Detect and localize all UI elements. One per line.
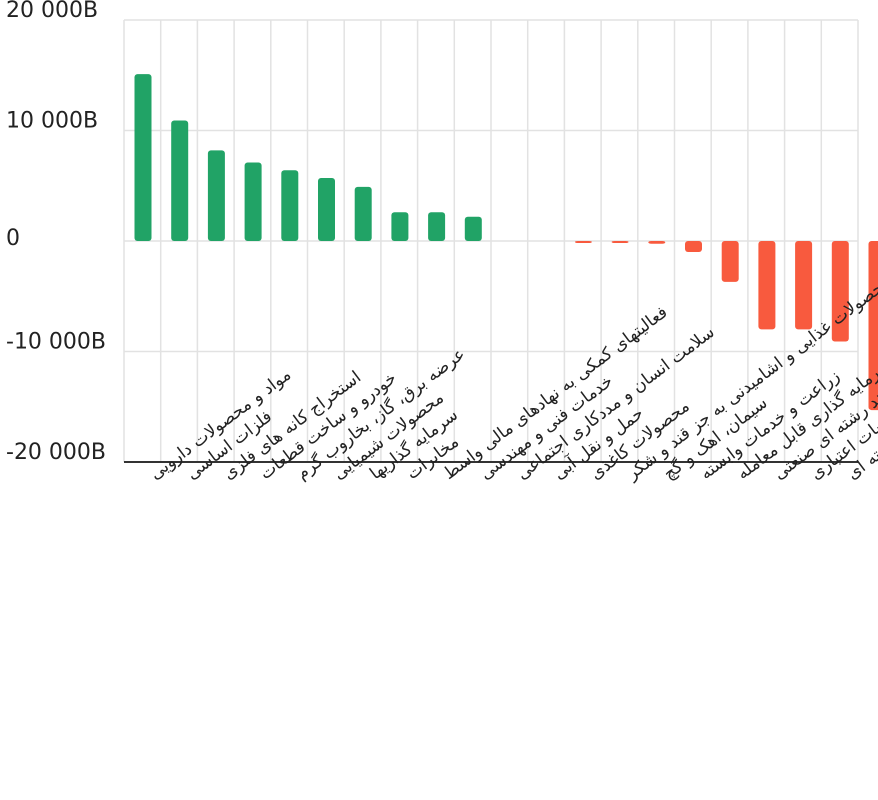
- bar: [171, 120, 189, 241]
- bars: [134, 74, 878, 411]
- y-tick-label: 20 000B: [6, 0, 98, 23]
- bar: [244, 162, 262, 241]
- y-tick-label: -20 000B: [6, 440, 106, 465]
- bar: [831, 241, 849, 342]
- bar: [758, 241, 776, 330]
- bar: [428, 212, 446, 241]
- bar: [721, 241, 739, 282]
- bar: [795, 241, 813, 330]
- y-tick-label: 10 000B: [6, 109, 98, 134]
- bar: [281, 170, 299, 241]
- bar: [648, 241, 666, 244]
- bar: [391, 212, 409, 241]
- bar: [611, 241, 629, 243]
- bar: [134, 74, 152, 242]
- bar: [354, 186, 372, 241]
- y-tick-label: 0: [6, 226, 20, 251]
- bar: [868, 241, 878, 411]
- y-axis-tick-labels: 20 000B 10 000B 0 -10 000B -20 000B: [6, 0, 106, 465]
- bar: [574, 241, 592, 243]
- bar: [685, 241, 702, 253]
- bar: [464, 216, 482, 241]
- bar: [207, 150, 225, 241]
- grid-lines: [123, 19, 859, 462]
- bar: [318, 178, 335, 241]
- y-tick-label: -10 000B: [6, 330, 106, 355]
